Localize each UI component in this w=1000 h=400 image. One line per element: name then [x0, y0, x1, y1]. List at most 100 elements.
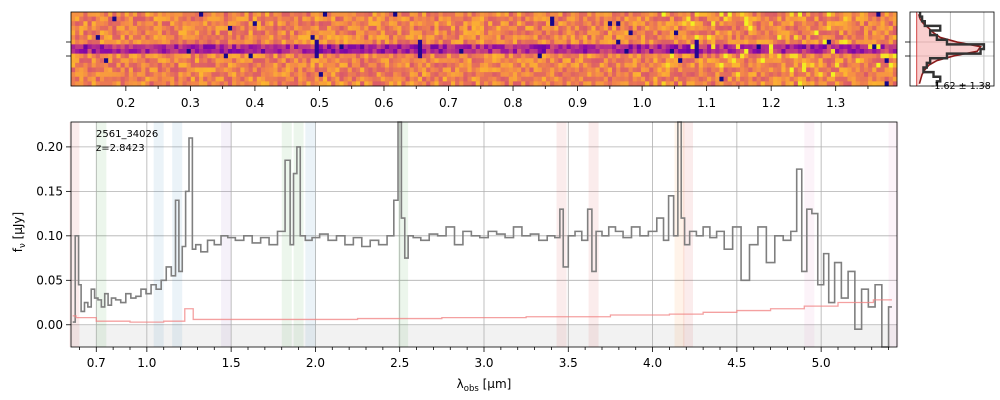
heatmap-cell [777, 53, 782, 59]
heatmap-cell [446, 44, 452, 50]
heatmap-cell [170, 39, 175, 45]
heatmap-cell [640, 35, 646, 41]
heatmap-cell [785, 76, 791, 82]
heatmap-cell [199, 25, 204, 31]
heatmap-cell [835, 35, 840, 41]
heatmap-cell [793, 30, 799, 36]
heatmap-cell [624, 39, 629, 45]
heatmap-cell [768, 16, 774, 22]
heatmap-cell [75, 58, 80, 64]
heatmap-cell [603, 72, 609, 78]
heatmap-cell [847, 35, 852, 41]
heatmap-cell [496, 16, 501, 22]
heatmap-cell [756, 25, 762, 31]
heatmap-cell [170, 30, 175, 36]
heatmap-cell [219, 16, 225, 22]
heatmap-cell [401, 72, 406, 78]
heatmap-cell [248, 49, 254, 55]
heatmap-cell [236, 30, 241, 36]
heatmap-cell [285, 76, 291, 82]
heatmap-cell [384, 53, 390, 59]
heatmap-cell [777, 81, 782, 87]
heatmap-cell [95, 44, 101, 50]
heatmap-cell [640, 49, 646, 55]
heatmap-cell [492, 53, 497, 59]
heatmap-cell [236, 16, 241, 22]
heatmap-cell [868, 62, 873, 68]
heatmap-cell [372, 35, 378, 41]
y-tick-label: 0.10 [36, 229, 63, 243]
heatmap-cell [744, 12, 749, 18]
heatmap-cell [574, 39, 580, 45]
x-axis-label: λobs [μm] [457, 377, 512, 394]
heatmap-cell [141, 49, 146, 55]
heatmap-cell [265, 12, 270, 18]
heatmap-cell [413, 39, 419, 45]
heatmap-x-tick-label: 1.0 [633, 96, 652, 110]
heatmap-cell [830, 12, 836, 18]
heatmap-cell [880, 76, 886, 82]
heatmap-cell [145, 21, 150, 27]
heatmap-cell [529, 39, 534, 45]
heatmap-cell [851, 25, 857, 31]
heatmap-cell [409, 62, 415, 68]
heatmap-cell [884, 25, 890, 31]
heatmap-cell [525, 44, 530, 50]
heatmap-cell [71, 16, 76, 22]
heatmap-cell [438, 12, 444, 18]
heatmap-cell [545, 67, 551, 73]
heatmap-cell [91, 53, 97, 59]
heatmap-cell [884, 81, 890, 87]
heatmap-cell [707, 62, 712, 68]
heatmap-cell [496, 21, 501, 27]
heatmap-cell [409, 44, 415, 50]
heatmap-cell [554, 76, 559, 82]
heatmap-cell [252, 58, 258, 64]
heatmap-cell [298, 49, 303, 55]
heatmap-cell [566, 67, 572, 73]
heatmap-cell [335, 67, 340, 73]
heatmap-cell [863, 49, 869, 55]
heatmap-cell [793, 44, 799, 50]
heatmap-cell [314, 16, 320, 22]
heatmap-cell [393, 21, 398, 27]
heatmap-cell [116, 62, 121, 68]
heatmap-cell [740, 67, 745, 73]
heatmap-cell [545, 25, 551, 31]
heatmap-cell [822, 76, 828, 82]
heatmap-cell [570, 53, 576, 59]
heatmap-cell [822, 30, 828, 36]
heatmap-cell [99, 12, 105, 18]
heatmap-cell [777, 67, 782, 73]
heatmap-cell [690, 25, 696, 31]
heatmap-cell [475, 58, 481, 64]
heatmap-cell [120, 44, 126, 50]
heatmap-cell [141, 30, 146, 36]
heatmap-cell [203, 62, 208, 68]
heatmap-cell [248, 76, 254, 82]
heatmap-cell [488, 30, 493, 36]
heatmap-cell [475, 49, 481, 55]
heatmap-cell [306, 25, 311, 31]
heatmap-cell [830, 44, 836, 50]
heatmap-cell [876, 39, 881, 45]
heatmap-cell [384, 12, 390, 18]
heatmap-cell [285, 44, 291, 50]
heatmap-cell [256, 58, 262, 64]
heatmap-cell [521, 49, 526, 55]
heatmap-cell [182, 53, 188, 59]
heatmap-cell [525, 21, 530, 27]
heatmap-cell [698, 62, 704, 68]
heatmap-cell [331, 76, 336, 82]
heatmap-cell [822, 62, 828, 68]
heatmap-cell [434, 35, 439, 41]
heatmap-cell [599, 25, 605, 31]
heatmap-cell [318, 62, 324, 68]
heatmap-cell [719, 39, 724, 45]
heatmap-cell [434, 72, 439, 78]
heatmap-cell [339, 44, 344, 50]
heatmap-cell [87, 44, 93, 50]
heatmap-cell [521, 62, 526, 68]
heatmap-cell [690, 53, 696, 59]
x-tick-label: 4.0 [643, 356, 662, 370]
